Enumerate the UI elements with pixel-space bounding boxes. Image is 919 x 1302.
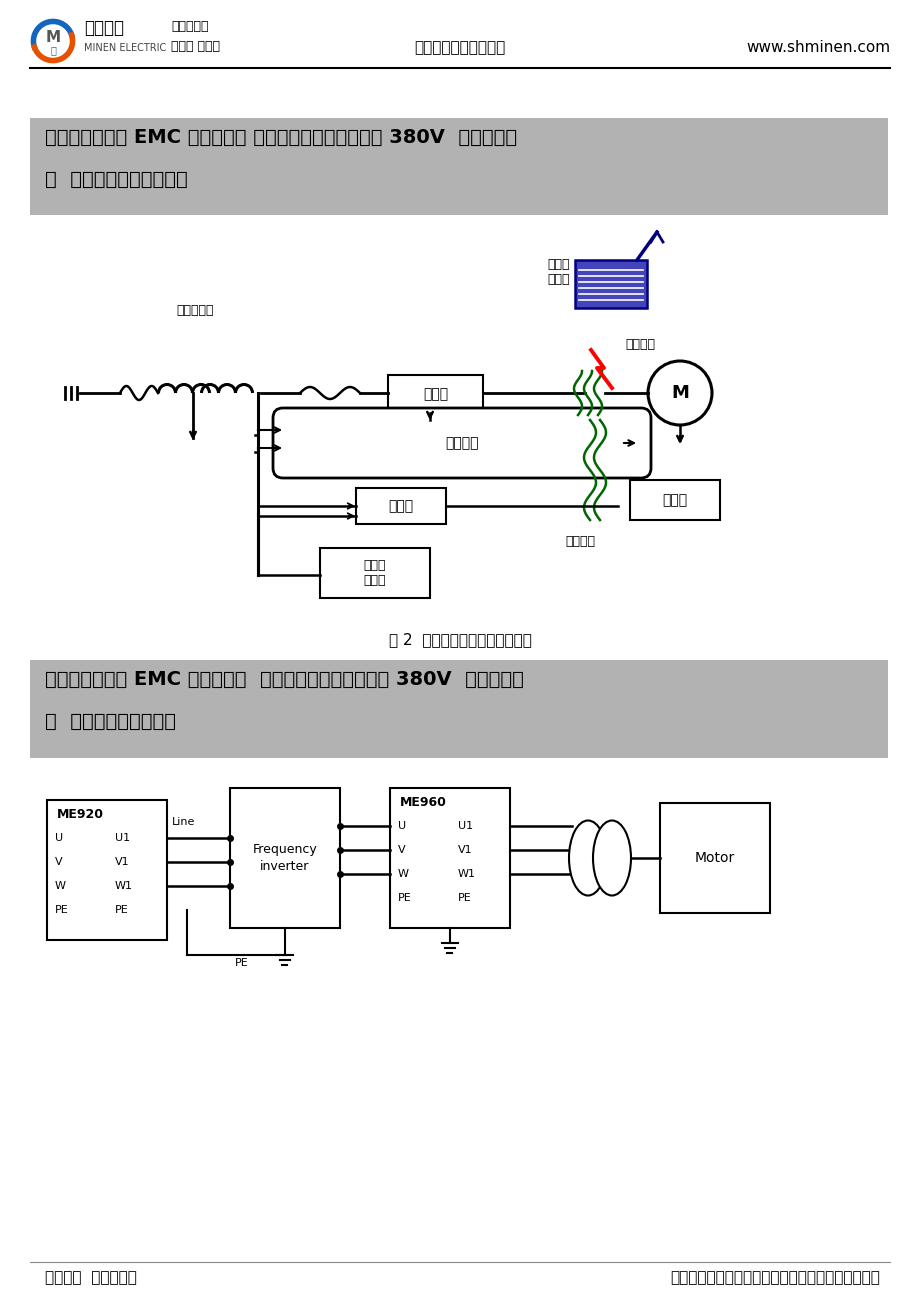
- Text: 销  滤波器安装接线图。: 销 滤波器安装接线图。: [45, 712, 176, 730]
- Bar: [30, 660, 887, 758]
- Bar: [388, 375, 482, 413]
- Text: 图 2  变频器输出侧谐波干扰途径: 图 2 变频器输出侧谐波干扰途径: [388, 633, 531, 647]
- Text: 五、甘肃滤波器 EMC 输入滤波器 变频器专滤波器三相三线 380V  民恩厂家直: 五、甘肃滤波器 EMC 输入滤波器 变频器专滤波器三相三线 380V 民恩厂家直: [45, 128, 516, 147]
- Text: Frequency: Frequency: [253, 844, 317, 857]
- Bar: [30, 118, 887, 215]
- Text: 六、甘肃滤波器 EMC 输入滤波器  变频器专滤波器三相三线 380V  民恩厂家直: 六、甘肃滤波器 EMC 输入滤波器 变频器专滤波器三相三线 380V 民恩厂家直: [45, 671, 523, 689]
- Text: 感应干扰: 感应干扰: [564, 535, 595, 548]
- Text: 无线电
接收机: 无线电 接收机: [547, 258, 570, 286]
- Text: PE: PE: [398, 893, 412, 904]
- Text: PE: PE: [234, 958, 248, 967]
- Text: 销  变频器干扰范围图示。: 销 变频器干扰范围图示。: [45, 171, 187, 189]
- Bar: [574, 260, 646, 309]
- Text: PE: PE: [458, 893, 471, 904]
- Text: 放大器: 放大器: [388, 499, 414, 513]
- Text: U1: U1: [458, 822, 472, 831]
- Text: U1: U1: [115, 833, 130, 842]
- Text: 民: 民: [50, 46, 56, 55]
- Text: 传导干扰: 传导干扰: [445, 436, 478, 450]
- Text: V1: V1: [115, 857, 130, 867]
- Bar: [47, 799, 167, 940]
- Text: W: W: [398, 868, 409, 879]
- Text: PE: PE: [55, 905, 69, 915]
- Bar: [390, 788, 509, 928]
- Text: 如有需要请您联系《上海民恩电气有限公司》咨询！: 如有需要请您联系《上海民恩电气有限公司》咨询！: [669, 1271, 879, 1285]
- Text: M: M: [45, 30, 61, 46]
- Text: Motor: Motor: [694, 852, 734, 865]
- Bar: [230, 788, 340, 928]
- Text: www.shminen.com: www.shminen.com: [745, 40, 889, 56]
- Text: V: V: [55, 857, 62, 867]
- Text: Line: Line: [172, 816, 195, 827]
- Text: 民恩制造  扬民族品牌: 民恩制造 扬民族品牌: [45, 1271, 137, 1285]
- Bar: [630, 480, 720, 519]
- Text: W: W: [55, 881, 66, 891]
- Bar: [356, 488, 446, 523]
- Text: 辐射干扰: 辐射干扰: [624, 339, 654, 352]
- Text: W1: W1: [115, 881, 133, 891]
- Text: 电源变压器: 电源变压器: [176, 303, 213, 316]
- Text: V: V: [398, 845, 405, 855]
- Text: 电抗器 滤波器: 电抗器 滤波器: [171, 39, 220, 52]
- Text: M: M: [670, 384, 688, 402]
- Text: 传感器: 传感器: [662, 493, 686, 506]
- FancyBboxPatch shape: [273, 408, 651, 478]
- Text: MINEN ELECTRIC: MINEN ELECTRIC: [84, 43, 166, 53]
- Text: 变频器: 变频器: [423, 387, 448, 401]
- Bar: [320, 548, 429, 598]
- Text: PE: PE: [115, 905, 129, 915]
- Ellipse shape: [593, 820, 630, 896]
- Text: ME920: ME920: [57, 807, 104, 820]
- Text: 其他电
子电路: 其他电 子电路: [363, 559, 386, 587]
- Text: U: U: [55, 833, 63, 842]
- Text: ME960: ME960: [400, 796, 447, 809]
- Text: 专业供应商: 专业供应商: [171, 20, 209, 33]
- Text: inverter: inverter: [260, 859, 310, 872]
- Text: U: U: [398, 822, 405, 831]
- Text: 变频器专用滤波器系列: 变频器专用滤波器系列: [414, 40, 505, 56]
- Text: 民恩电气: 民恩电气: [84, 20, 124, 36]
- Ellipse shape: [568, 820, 607, 896]
- Bar: [659, 803, 769, 913]
- Text: V1: V1: [458, 845, 472, 855]
- Text: W1: W1: [458, 868, 475, 879]
